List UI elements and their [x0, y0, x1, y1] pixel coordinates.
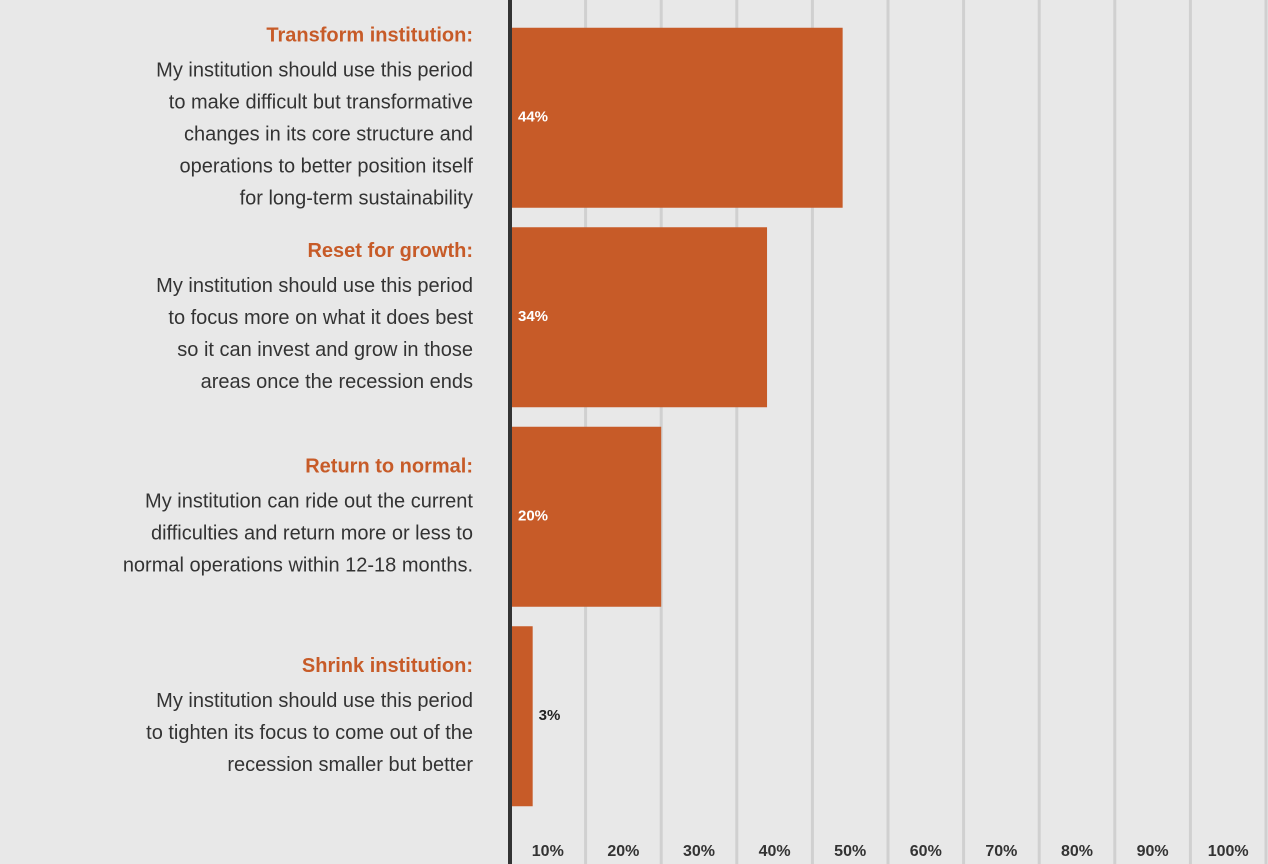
- x-tick-label: 50%: [834, 843, 866, 860]
- category-description: My institution can ride out the current: [145, 491, 473, 513]
- bar: [510, 426, 662, 607]
- value-label: 34%: [518, 308, 548, 325]
- value-label: 44%: [518, 109, 548, 126]
- x-tick-label: 70%: [985, 843, 1017, 860]
- bar: [510, 227, 768, 408]
- category-description: areas once the recession ends: [201, 371, 473, 393]
- category-description: My institution should use this period: [156, 690, 473, 712]
- category-description: changes in its core structure and: [184, 124, 473, 146]
- category-description: to focus more on what it does best: [168, 307, 473, 329]
- category-description: to make difficult but transformative: [169, 92, 473, 114]
- category-description: for long-term sustainability: [240, 188, 473, 210]
- category-description: so it can invest and grow in those: [177, 339, 473, 361]
- bar: [510, 27, 843, 208]
- x-tick-label: 90%: [1137, 843, 1169, 860]
- value-label: 3%: [539, 707, 561, 724]
- x-tick-label: 10%: [532, 843, 564, 860]
- category-title: Reset for growth:: [307, 240, 473, 262]
- category-description: My institution should use this period: [156, 60, 473, 82]
- bar: [510, 626, 533, 807]
- category-description: My institution should use this period: [156, 275, 473, 297]
- x-tick-label: 40%: [759, 843, 791, 860]
- category-description: difficulties and return more or less to: [151, 523, 473, 545]
- category-title: Return to normal:: [305, 456, 473, 478]
- x-tick-label: 30%: [683, 843, 715, 860]
- category-description: recession smaller but better: [227, 754, 473, 776]
- x-tick-label: 100%: [1208, 843, 1249, 860]
- value-label: 20%: [518, 508, 548, 525]
- x-tick-label: 80%: [1061, 843, 1093, 860]
- category-description: to tighten its focus to come out of the: [146, 722, 473, 744]
- x-tick-label: 20%: [607, 843, 639, 860]
- category-title: Transform institution:: [266, 25, 473, 47]
- category-description: normal operations within 12-18 months.: [123, 555, 473, 577]
- x-tick-label: 60%: [910, 843, 942, 860]
- category-description: operations to better position itself: [179, 156, 473, 178]
- category-title: Shrink institution:: [302, 655, 473, 677]
